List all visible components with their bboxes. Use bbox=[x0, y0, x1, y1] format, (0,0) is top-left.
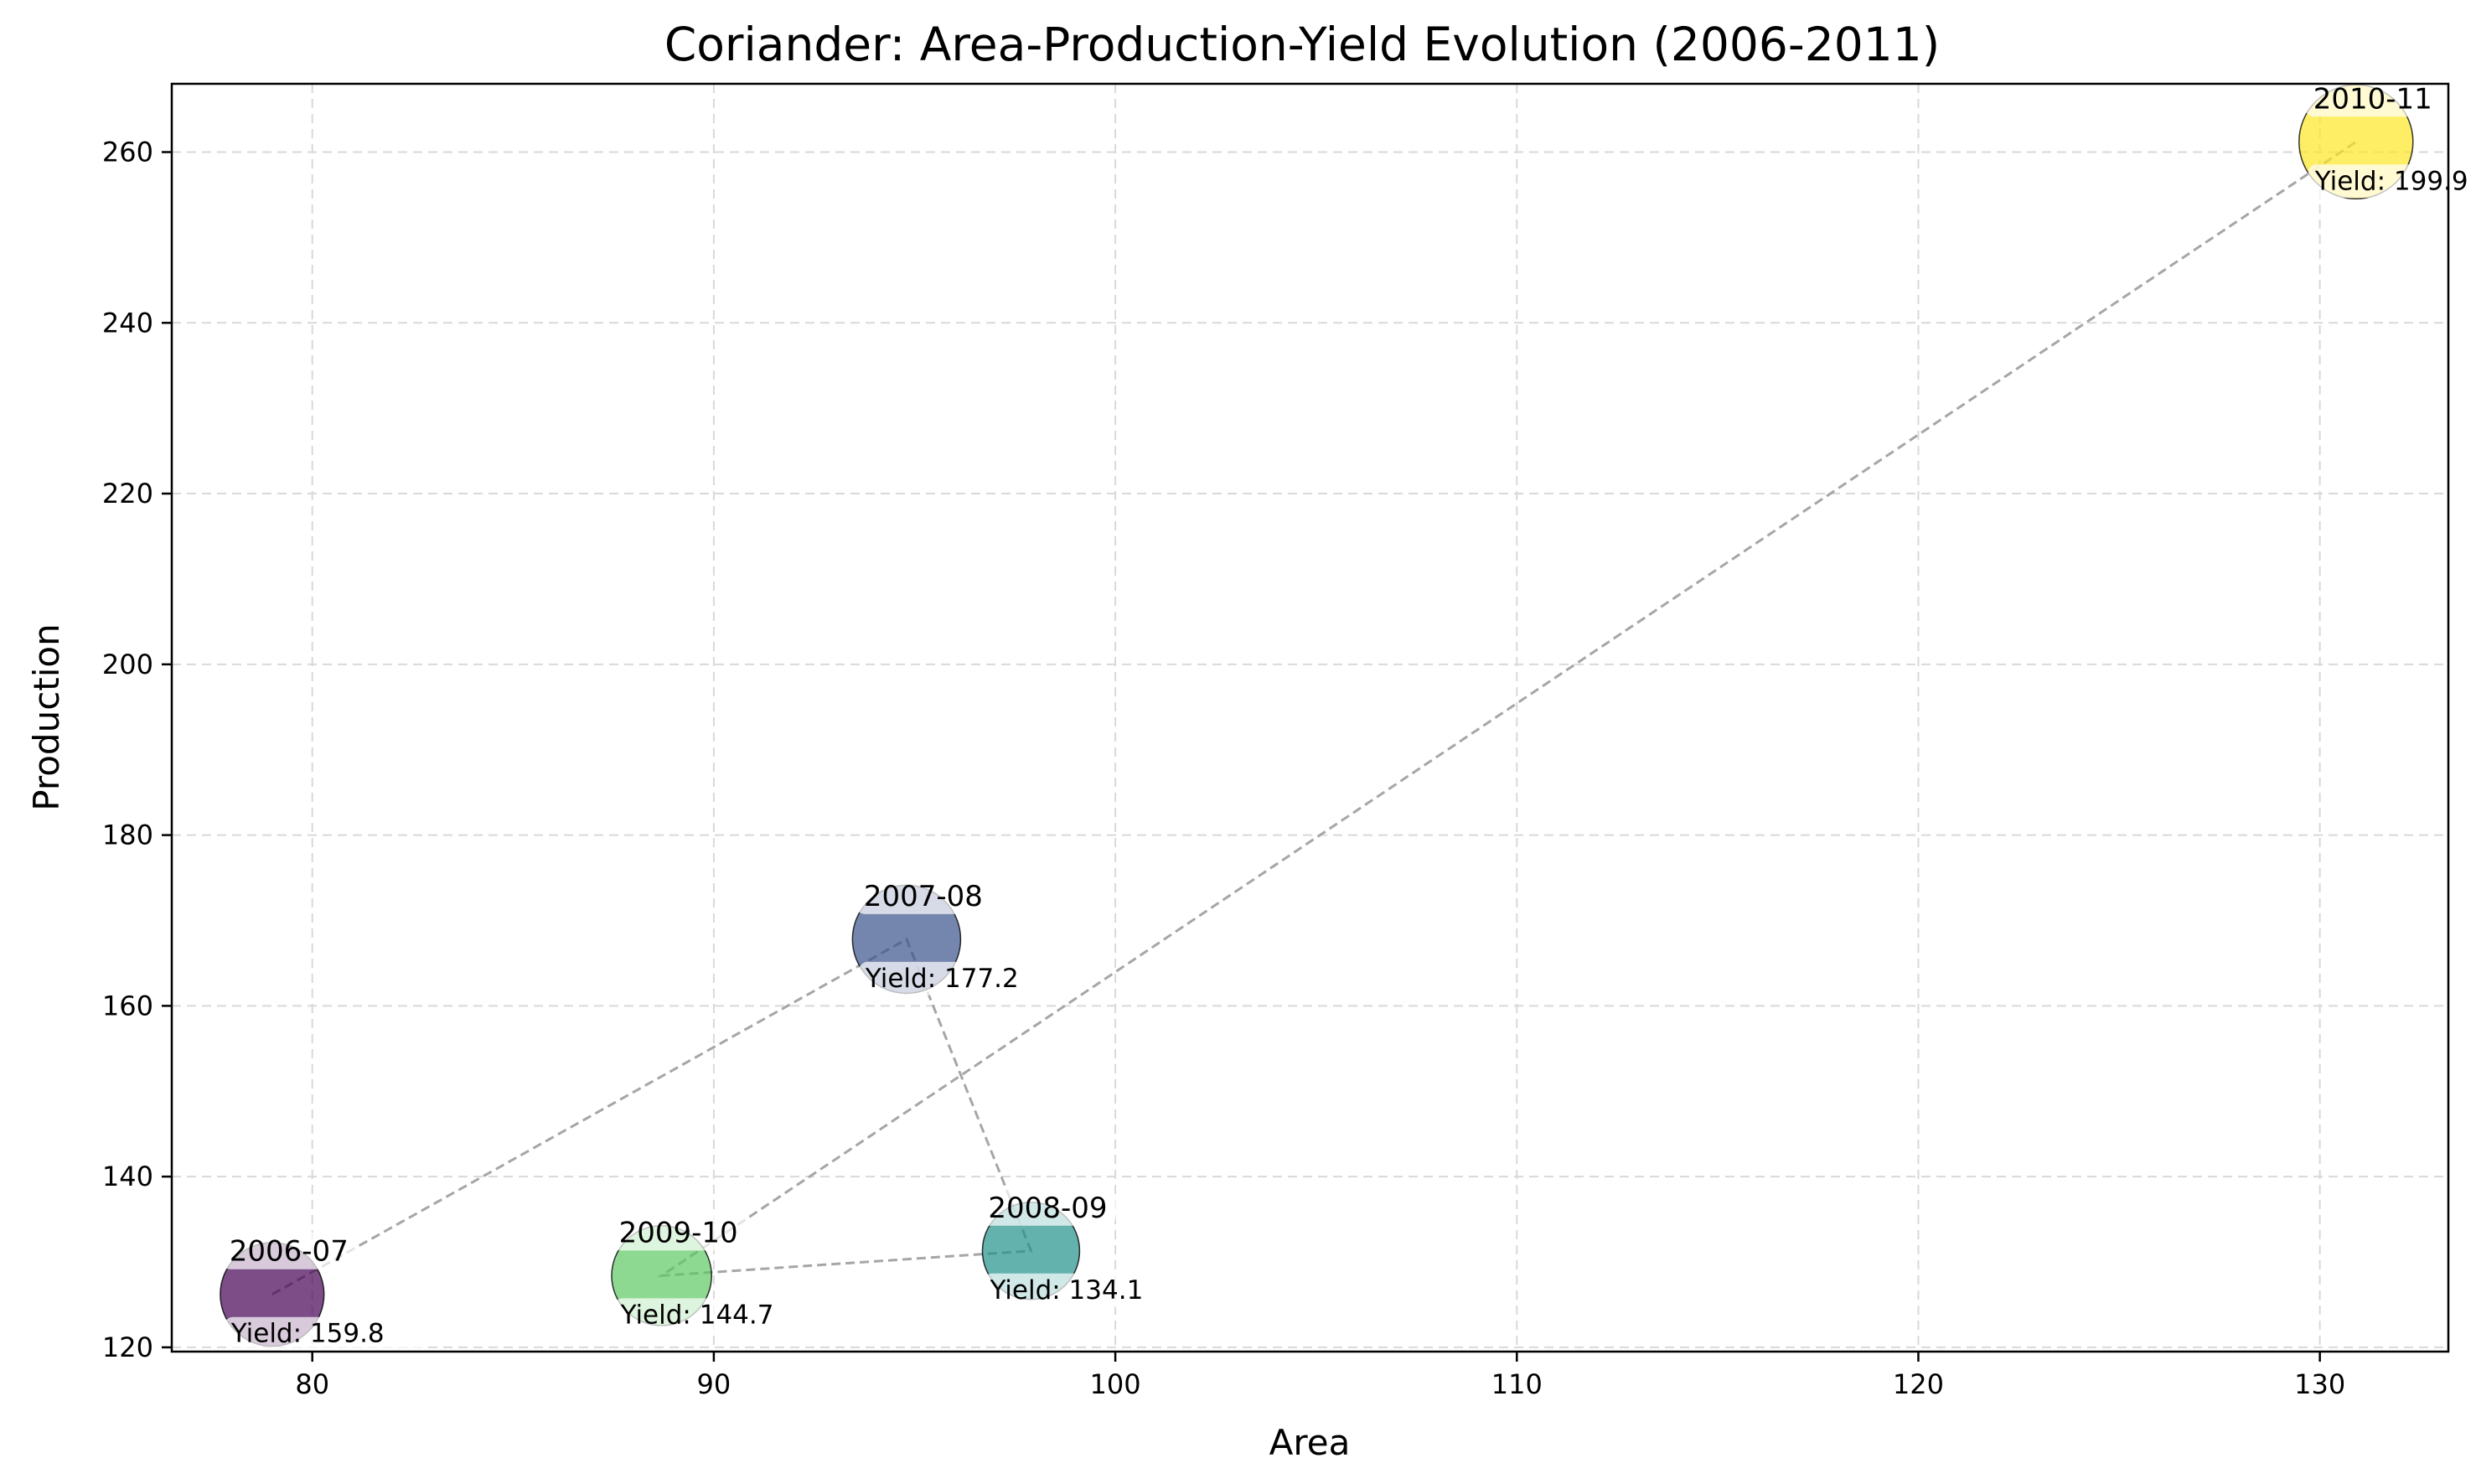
yield-label-background bbox=[983, 1273, 1188, 1307]
y-tick-label: 200 bbox=[102, 649, 153, 680]
point-label-background bbox=[610, 1213, 747, 1251]
bubble-points bbox=[220, 84, 2414, 1347]
y-axis-label: Production bbox=[26, 623, 67, 810]
trajectory-lines bbox=[271, 141, 2357, 1296]
point-yield-label: Yield: 199.9 bbox=[2314, 166, 2468, 196]
y-tick-label: 160 bbox=[102, 990, 153, 1021]
point-labels: 2006-07 Yield: 159.8 2007-08 Yield: 177.2 20… bbox=[220, 80, 2476, 1351]
x-axis-ticks: 80 90 100 110 120 130 bbox=[295, 1352, 2345, 1400]
point-year-label: 2006-07 bbox=[230, 1235, 349, 1269]
chart-title: Coriander: Area-Production-Yield Evoluti… bbox=[664, 18, 1940, 71]
point-yield-label: Yield: 159.8 bbox=[230, 1319, 385, 1349]
point-yield-label: Yield: 144.7 bbox=[620, 1300, 774, 1330]
y-tick-label: 260 bbox=[102, 137, 153, 168]
x-tick-label: 130 bbox=[2294, 1368, 2345, 1400]
y-tick-label: 220 bbox=[102, 478, 153, 509]
y-tick-label: 240 bbox=[102, 307, 153, 339]
y-tick-label: 120 bbox=[102, 1331, 153, 1363]
x-tick-label: 100 bbox=[1090, 1368, 1141, 1400]
point-year-label: 2008-09 bbox=[988, 1192, 1107, 1225]
point-yield-label: Yield: 134.1 bbox=[989, 1275, 1143, 1306]
point-label-background bbox=[2304, 80, 2442, 117]
point-label-background bbox=[220, 1232, 358, 1269]
x-tick-label: 120 bbox=[1893, 1368, 1944, 1400]
trajectory-line bbox=[271, 141, 2357, 1296]
y-tick-label: 180 bbox=[102, 820, 153, 851]
yield-label-background bbox=[613, 1298, 819, 1332]
x-axis-label: Area bbox=[1269, 1422, 1351, 1463]
point-label-background bbox=[979, 1188, 1116, 1226]
y-axis-ticks: 120 140 160 180 200 220 240 260 bbox=[102, 137, 172, 1363]
plot-frame bbox=[170, 82, 2450, 1353]
x-tick-label: 110 bbox=[1491, 1368, 1543, 1400]
y-tick-label: 140 bbox=[102, 1161, 153, 1192]
grid-lines bbox=[172, 84, 2448, 1352]
x-tick-label: 90 bbox=[697, 1368, 731, 1400]
point-year-label: 2007-08 bbox=[864, 880, 983, 913]
yield-label-background bbox=[858, 961, 1063, 995]
point-year-label: 2010-11 bbox=[2313, 82, 2432, 116]
point-yield-label: Yield: 177.2 bbox=[865, 964, 1019, 994]
x-tick-label: 80 bbox=[295, 1368, 329, 1400]
point-year-label: 2009-10 bbox=[619, 1216, 738, 1249]
point-label-background bbox=[855, 876, 992, 914]
yield-label-background bbox=[2308, 164, 2476, 199]
yield-label-background bbox=[224, 1316, 429, 1351]
